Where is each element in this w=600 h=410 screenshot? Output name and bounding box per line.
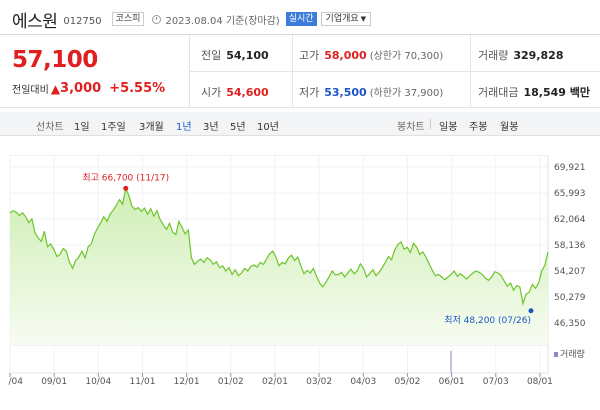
tab-period-5y[interactable]: 5년 <box>230 122 246 133</box>
tab-period-3y[interactable]: 3년 <box>203 122 219 133</box>
volume-legend-swatch <box>554 352 558 357</box>
high-annotation: 최고 66,700 (11/17) <box>82 172 169 183</box>
day-high: 고가 58,000 (상한가 70,300) <box>299 47 443 63</box>
day-low-label: 저가 <box>299 86 320 99</box>
x-tick-label: 10/04 <box>85 377 111 385</box>
tab-period-1d[interactable]: 1일 <box>74 122 90 133</box>
price-change: 전일대비 ▲ 3,000 +5.55% <box>12 81 165 96</box>
x-tick-label: 06/01 <box>439 377 465 385</box>
chart-annotations: 최고 66,700 (11/17) 최저 48,200 (07/26) 거래량 <box>82 172 585 373</box>
y-tick-label: 69,921 <box>554 163 586 173</box>
tab-period-10y[interactable]: 10년 <box>257 122 279 133</box>
prev-close: 전일 54,100 <box>201 47 269 63</box>
y-axis: 69,921 65,993 62,064 58,136 54,207 50,279 46,3… <box>554 163 586 329</box>
market-badge: 코스피 <box>111 12 145 26</box>
y-tick-label: 46,350 <box>554 319 586 329</box>
x-tick-label: 11/01 <box>130 377 156 385</box>
divider <box>190 71 600 72</box>
y-tick-label: 50,279 <box>554 293 586 303</box>
tab-candle-daily[interactable]: 일봉 <box>439 122 458 133</box>
volume-value: 329,828 <box>513 49 564 62</box>
x-axis: 08/04 09/01 10/04 11/01 12/01 01/02 02/01 03/02… <box>8 373 553 385</box>
day-high-label: 고가 <box>299 49 320 62</box>
change-value: 3,000 <box>60 81 102 96</box>
tab-period-1y[interactable]: 1년 <box>176 122 192 133</box>
upper-limit: (상한가 70,300) <box>369 51 444 62</box>
line-chart-label: 선차트 <box>36 122 64 133</box>
realtime-button[interactable]: 실시간 <box>285 12 317 26</box>
open-price-value: 54,600 <box>226 86 269 99</box>
prev-close-value: 54,100 <box>226 49 269 62</box>
x-tick-label: 03/02 <box>306 377 332 385</box>
day-low-value: 53,500 <box>324 86 367 99</box>
trade-amount-label: 거래대금 <box>478 86 519 99</box>
stock-header: 에스원 012750 코스피 2023.08.04 기준(장마감) 실시간 기업… <box>12 8 372 32</box>
day-high-value: 58,000 <box>324 49 367 62</box>
volume: 거래량 329,828 <box>478 47 563 63</box>
y-tick-label: 65,993 <box>554 189 586 199</box>
volume-legend-label: 거래량 <box>560 348 585 360</box>
x-tick-label: 08/04 <box>8 377 23 385</box>
low-annotation: 최저 48,200 (07/26) <box>444 315 531 326</box>
x-tick-label: 05/02 <box>394 377 420 385</box>
x-tick-label: 01/02 <box>218 377 244 385</box>
price-panel: 57,100 전일대비 ▲ 3,000 +5.55% 전일 54,100 고가 58… <box>0 34 600 108</box>
tab-candle-weekly[interactable]: 주봉 <box>469 122 488 133</box>
chevron-down-icon: ▼ <box>360 15 367 23</box>
change-percent: +5.55% <box>109 81 166 96</box>
price-chart[interactable]: 69,921 65,993 62,064 58,136 54,207 50,279 46,3… <box>8 155 592 385</box>
tab-period-1w[interactable]: 1주일 <box>101 122 126 133</box>
day-low: 저가 53,500 (하한가 37,900) <box>299 84 443 100</box>
open-price: 시가 54,600 <box>201 84 269 100</box>
volume-label: 거래량 <box>478 49 509 62</box>
tab-period-3m[interactable]: 3개월 <box>139 122 164 133</box>
x-tick-label: 08/01 <box>527 377 553 385</box>
current-price-box: 57,100 전일대비 ▲ 3,000 +5.55% <box>0 35 190 108</box>
tab-candle-monthly[interactable]: 월봉 <box>500 122 519 133</box>
chart-tabs: 선차트 1일 1주일 3개월 1년 3년 5년 10년 봉차트 일봉 주봉 월봉 <box>0 112 600 136</box>
candle-chart-label: 봉차트 <box>397 122 425 133</box>
corp-info-dropdown[interactable]: 기업개요 ▼ <box>320 12 372 26</box>
corp-info-label: 기업개요 <box>325 14 359 24</box>
trade-amount-value: 18,549 백만 <box>523 86 591 99</box>
lower-limit: (하한가 37,900) <box>369 88 444 99</box>
triangle-up-icon: ▲ <box>50 81 61 96</box>
divider <box>430 119 431 129</box>
high-point-marker <box>123 185 129 191</box>
y-tick-label: 62,064 <box>554 215 586 225</box>
prev-close-label: 전일 <box>201 49 222 62</box>
x-tick-label: 02/01 <box>262 377 288 385</box>
y-tick-label: 58,136 <box>554 241 586 251</box>
x-tick-label: 07/03 <box>483 377 509 385</box>
open-price-label: 시가 <box>201 86 222 99</box>
low-point-marker <box>528 308 534 314</box>
price-line <box>9 186 549 306</box>
quote-date: 2023.08.04 기준(장마감) <box>152 12 280 27</box>
trade-amount: 거래대금 18,549 백만 <box>478 84 590 100</box>
current-price: 57,100 <box>12 47 98 73</box>
y-tick-label: 54,207 <box>554 267 586 277</box>
x-tick-label: 12/01 <box>174 377 200 385</box>
stock-name: 에스원 <box>12 11 58 32</box>
x-tick-label: 04/03 <box>350 377 376 385</box>
clock-icon <box>152 14 162 24</box>
stock-code: 012750 <box>63 15 102 27</box>
x-tick-label: 09/01 <box>41 377 67 385</box>
change-label: 전일대비 <box>12 85 49 96</box>
quote-date-text: 2023.08.04 기준(장마감) <box>165 15 280 27</box>
